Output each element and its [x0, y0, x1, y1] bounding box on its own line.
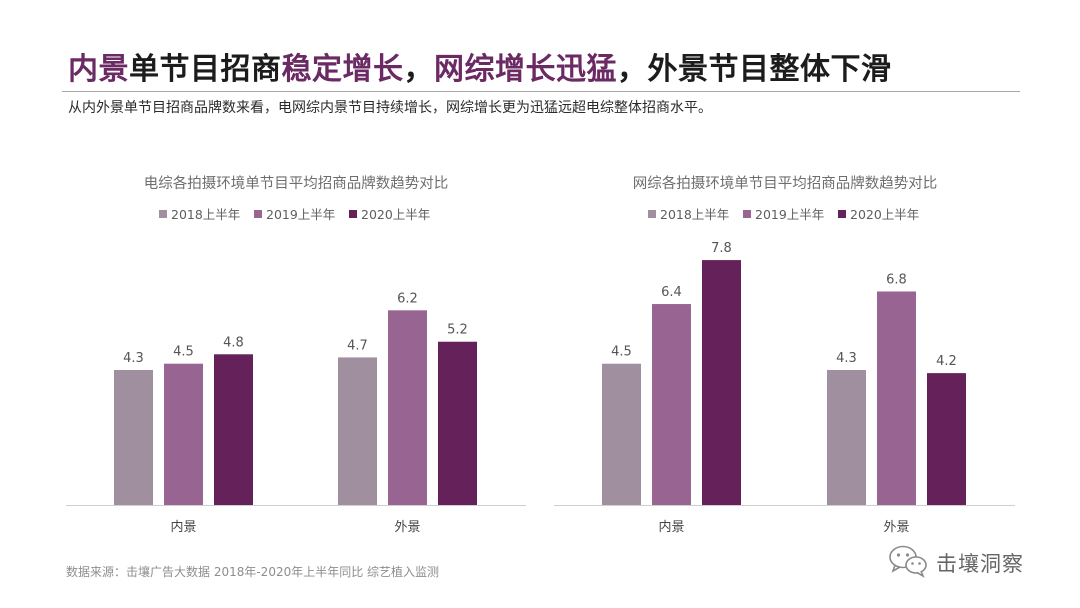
chart2-legend-label-3: 2020上半年 [850, 207, 919, 222]
chart1-category-label-2: 外景 [394, 520, 420, 535]
chart1-legend-label-1: 2018上半年 [171, 207, 240, 222]
chart1-bar-2-3 [438, 341, 477, 505]
chart1-data-label-1-1: 4.3 [123, 351, 144, 366]
wechat-icon [888, 544, 928, 582]
title-part-5: 网综增长迅猛 [434, 52, 617, 87]
chart1-legend-swatch-2 [254, 210, 262, 218]
page-subtitle: 从内外景单节目招商品牌数来看，电网综内景节目持续增长，网综增长更为迅猛远超电综整… [68, 100, 712, 116]
chart1-legend-swatch-3 [349, 210, 357, 218]
chart2-category-label-1: 内景 [658, 519, 684, 535]
title-part-1: 内景 [68, 52, 129, 87]
chart2-bar-1-2 [652, 304, 691, 505]
title-part-3: 稳定增长 [281, 52, 404, 87]
chart1-bar-1-2 [164, 363, 203, 505]
chart2-bar-1-1 [602, 363, 641, 505]
chart1-data-label-1-2: 4.5 [173, 345, 194, 360]
chart1-title: 电综各拍摄环境单节目平均招商品牌数趋势对比 [144, 174, 449, 192]
watermark-text: 击壤洞察 [936, 552, 1024, 576]
chart1-data-label-1-3: 4.8 [223, 335, 244, 350]
chart2-bar-1-3 [702, 260, 741, 505]
chart2-legend-swatch-3 [838, 210, 846, 218]
chart1-data-label-2-1: 4.7 [347, 338, 368, 353]
chart2-bar-2-3 [927, 373, 966, 505]
chart2-data-label-1-1: 4.5 [611, 345, 632, 360]
chart2-legend-swatch-1 [648, 210, 656, 218]
title-divider [62, 91, 1020, 92]
chart2-legend-label-1: 2018上半年 [660, 207, 729, 222]
chart1-bar-1-1 [114, 369, 153, 505]
title-part-6: ，外景节目整体下滑 [617, 52, 892, 87]
chart2-legend-swatch-2 [743, 210, 751, 218]
chart2-bar-2-1 [827, 369, 866, 505]
title-part-2: 单节目招商 [129, 52, 282, 87]
chart2-data-label-1-2: 6.4 [661, 285, 682, 300]
data-source: 数据来源：击壤广告大数据 2018年-2020年上半年同比 综艺植入监测 [66, 565, 440, 579]
chart1-legend-label-3: 2020上半年 [361, 207, 430, 222]
page-title: 内景单节目招商稳定增长，网综增长迅猛，外景节目整体下滑 [68, 44, 892, 88]
chart2-data-label-1-3: 7.8 [711, 241, 732, 256]
watermark: 击壤洞察 [888, 544, 1024, 582]
chart1-bar-2-2 [388, 310, 427, 505]
chart1-legend-label-2: 2019上半年 [266, 207, 335, 222]
chart1-data-label-2-3: 5.2 [447, 323, 468, 338]
chart1-bar-1-3 [214, 354, 253, 505]
chart2-data-label-2-1: 4.3 [836, 351, 857, 366]
chart1-category-label-1: 内景 [170, 519, 196, 535]
title-part-4: ， [403, 52, 434, 87]
chart2-data-label-2-2: 6.8 [886, 272, 907, 287]
chart1-data-label-2-2: 6.2 [397, 291, 418, 306]
chart2-title: 网综各拍摄环境单节目平均招商品牌数趋势对比 [633, 174, 938, 192]
chart2-category-label-2: 外景 [883, 520, 909, 535]
chart2-data-label-2-3: 4.2 [936, 354, 957, 369]
chart2-legend-label-2: 2019上半年 [755, 207, 824, 222]
chart1-bar-2-1 [338, 357, 377, 505]
chart1-legend-swatch-1 [159, 210, 167, 218]
chart2-bar-2-2 [877, 291, 916, 505]
